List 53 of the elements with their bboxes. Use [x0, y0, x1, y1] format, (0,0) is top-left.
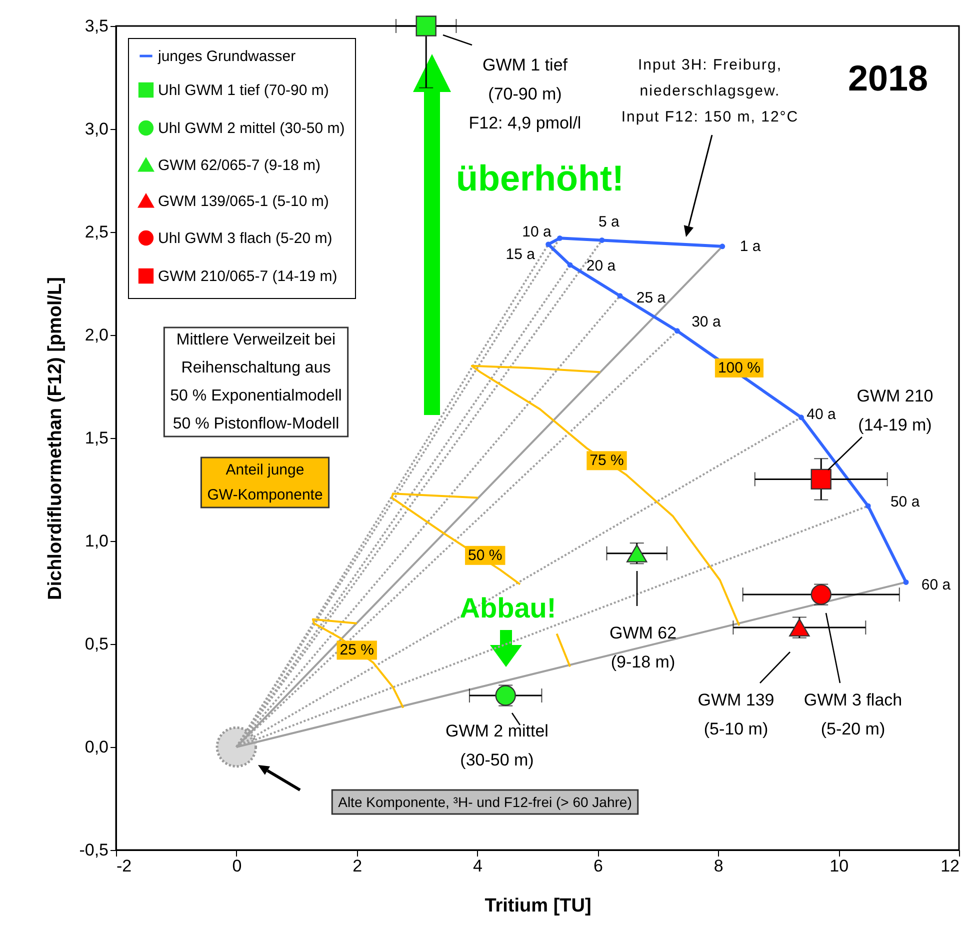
annotation: 30 a: [692, 313, 722, 330]
x-tick-label: 10: [830, 856, 849, 876]
annotation: 50 a: [890, 493, 920, 510]
annotation: 40 a: [806, 406, 836, 423]
annotation: 75 %: [590, 452, 624, 470]
x-tick-label: 0: [232, 856, 242, 876]
y-tick-label: 3,0: [84, 120, 108, 138]
annotation: 50 %: [468, 546, 502, 564]
legend-label: Uhl GWM 3 flach (5-20 m): [158, 230, 332, 247]
annotation: 25 %: [340, 642, 374, 659]
annotation: 1 a: [740, 238, 762, 255]
y-tick-label: 3,5: [84, 16, 108, 36]
legend-label: Uhl GWM 2 mittel (30-50 m): [158, 120, 345, 137]
annotation: 10 a: [522, 224, 552, 241]
annotation: Input 3H: Freiburg, niederschlagsgew. Input F12: 150 m, 12°C: [621, 56, 799, 126]
y-tick-label: -0,5: [79, 840, 108, 860]
annotation: 5 a: [598, 214, 620, 231]
annotation: GWM 210 (14-19 m): [856, 386, 934, 434]
annotation: Abbau!: [460, 592, 556, 624]
annotation: 15 a: [506, 246, 536, 263]
y-tick-label: 1,5: [84, 428, 108, 448]
y-tick-label: 2,5: [84, 222, 108, 242]
text: 2018: [848, 58, 928, 98]
annotation: 20 a: [586, 257, 616, 274]
legend-label: junges Grundwasser: [157, 48, 296, 65]
legend-label: GWM 210/065-7 (14-19 m): [158, 268, 338, 285]
legend-label: GWM 62/065-7 (9-18 m): [158, 157, 321, 174]
x-tick-label: 8: [714, 856, 724, 876]
y-tick-label: 0,5: [84, 634, 108, 654]
annotation: 60 a: [921, 576, 952, 594]
annotation: GWM 139 (5-10 m): [698, 690, 774, 738]
x-tick-label: 12: [940, 856, 960, 876]
annotation: GWM 1 tief (70-90 m) F12: 4,9 pmol/l: [468, 56, 582, 132]
y-axis-title: Dichlordifluormethan (F12) [pmol/L]: [45, 277, 66, 600]
annotation: GWM 62 (9-18 m): [609, 624, 677, 672]
annotation: Mittlere Verweilzeit bei Reihenschaltung aus 50 % Exponentialmodell 50 % Pistonflow-Modell: [170, 332, 342, 432]
annotation: 25 a: [636, 289, 666, 306]
x-tick-label: 4: [473, 856, 483, 876]
y-tick-label: 2,0: [84, 326, 108, 344]
x-axis-title: Tritium [TU]: [484, 896, 592, 916]
x-tick-label: 6: [593, 856, 603, 876]
annotation: 100 %: [718, 359, 760, 376]
annotation: GWM 3 flach (5-20 m): [804, 690, 902, 738]
y-tick-label: 1,0: [84, 532, 108, 550]
annotation: Anteil junge GW-Komponente: [207, 462, 323, 504]
legend-label: Uhl GWM 1 tief (70-90 m): [158, 82, 329, 99]
annotation: Alte Komponente, ³H- und F12-frei (> 60 Jahre): [338, 794, 632, 810]
legend-label: GWM 139/065-1 (5-10 m): [158, 193, 329, 210]
y-tick-label: 0,0: [84, 738, 108, 756]
annotation: GWM 2 mittel (30-50 m): [446, 722, 548, 770]
annotation: überhöht!: [456, 158, 624, 198]
x-tick-label: 2: [352, 856, 362, 876]
x-tick-label: -2: [116, 856, 132, 876]
